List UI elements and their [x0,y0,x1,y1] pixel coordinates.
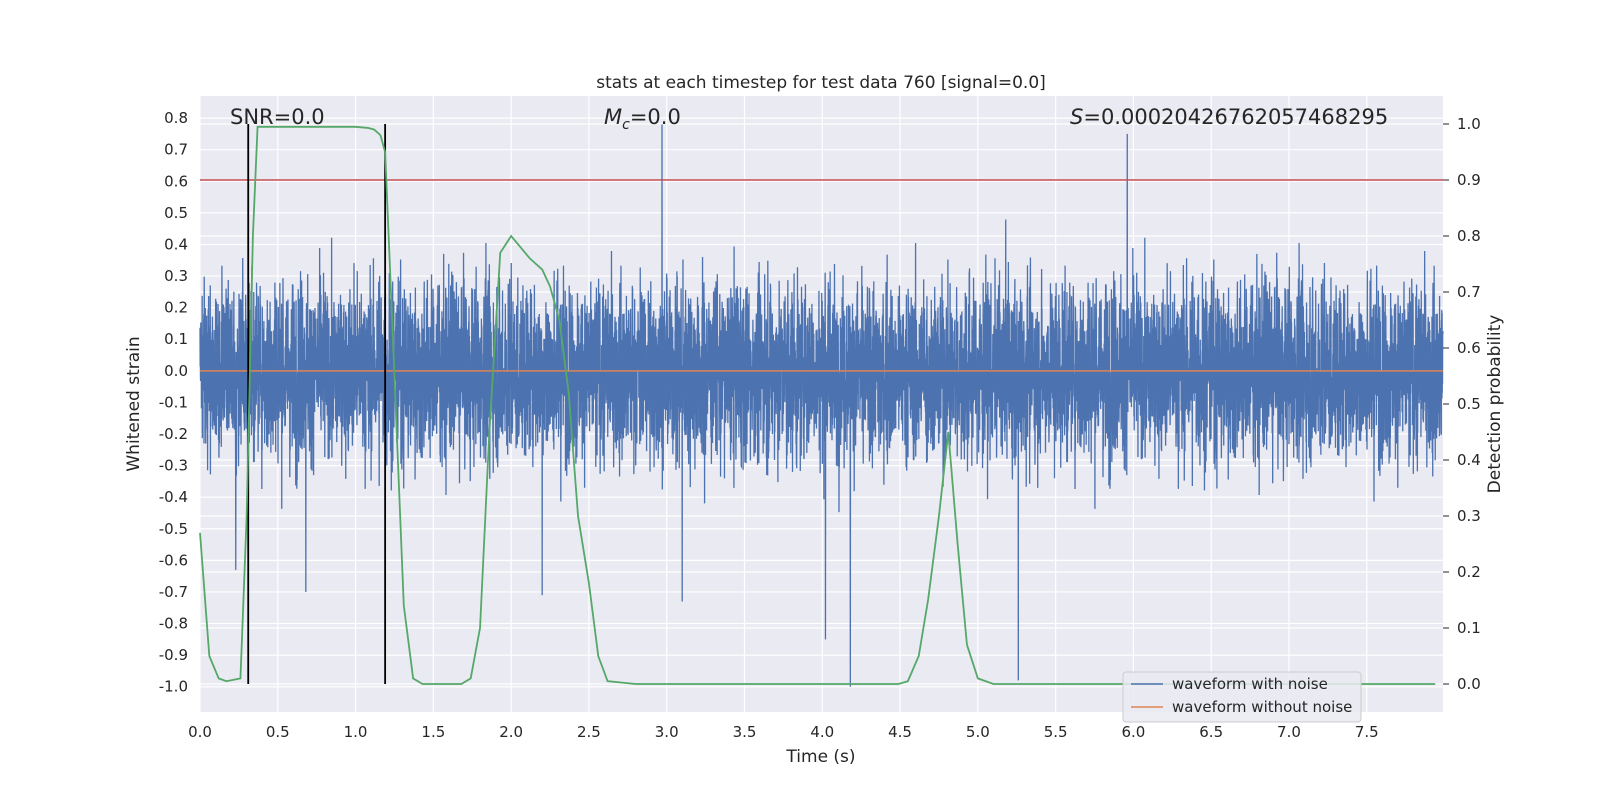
x-axis-title: Time (s) [785,747,855,767]
y2-axis-title: Detection probability [1485,315,1505,494]
y2-tick-label: 0.9 [1457,171,1481,189]
x-tick-label: 2.5 [577,723,601,741]
detection-probability-line [199,125,1436,685]
noise-series-line [199,124,1444,687]
y2-tick-label: 0.0 [1457,675,1481,693]
x-tick-label: 5.5 [1044,723,1068,741]
event-markers [247,124,387,684]
y-tick-label: 0.2 [164,299,188,317]
y2-tick-label: 0.5 [1457,395,1481,413]
y2-tick-label: 0.8 [1457,227,1481,245]
x-tick-label: 4.5 [888,723,912,741]
y-tick-label: -0.4 [159,488,188,506]
x-tick-label: 7.5 [1355,723,1379,741]
x-tick-label: 6.5 [1199,723,1223,741]
x-tick-label: 0.5 [266,723,290,741]
y2-tick-label: 0.7 [1457,283,1481,301]
y-tick-label: -0.1 [159,393,188,411]
x-tick-labels: 0.0 0.5 1.0 1.5 2.0 2.5 3.0 3.5 4.0 4.5 5.0 5.5 6.0 6… [188,723,1379,741]
legend: waveform with noise waveform without noi… [1122,671,1362,723]
mc-symbol: M [604,105,622,129]
y-tick-label: 0.1 [164,330,188,348]
mc-value: =0.0 [630,105,681,129]
y-tick-label: 0.3 [164,267,188,285]
y-tick-label: 0.5 [164,204,188,222]
y-tick-label: -0.6 [159,551,188,569]
y-tick-label: -0.2 [159,425,188,443]
y-tick-label: -0.3 [159,457,188,475]
x-tick-label: 4.0 [810,723,834,741]
x-tick-label: 3.5 [733,723,757,741]
x-tick-label: 6.0 [1121,723,1145,741]
s-value: =0.00020426762057468295 [1083,105,1388,129]
legend-label-noise: waveform with noise [1172,675,1328,693]
y2-tick-label: 0.1 [1457,619,1481,637]
x-tick-label: 0.0 [188,723,212,741]
y2-tick-label: 0.3 [1457,507,1481,525]
s-annotation: S=0.00020426762057468295 [1070,105,1388,129]
y-tick-label: 0.0 [164,362,188,380]
legend-label-clean: waveform without noise [1172,698,1352,716]
y-tick-label: -1.0 [159,678,188,696]
chirp-mass-annotation: Mc=0.0 [604,105,681,133]
y2-tick-labels: 1.0 0.9 0.8 0.7 0.6 0.5 0.4 0.3 0.2 0.1 0.0 [1443,115,1481,693]
x-tick-label: 2.0 [499,723,523,741]
y-tick-labels: 0.8 0.7 0.6 0.5 0.4 0.3 0.2 0.1 0.0 -0.1 -0.2 -0.3 -… [159,109,188,696]
y-tick-label: -0.9 [159,646,188,664]
y-tick-label: 0.6 [164,172,188,190]
y-tick-label: -0.7 [159,583,188,601]
x-tick-label: 5.0 [966,723,990,741]
y2-tick-label: 0.2 [1457,563,1481,581]
legend-box [1122,671,1362,723]
x-tick-label: 1.5 [421,723,445,741]
y-tick-label: -0.5 [159,520,188,538]
y-tick-label: 0.8 [164,109,188,127]
y-tick-label: -0.8 [159,615,188,633]
x-tick-label: 3.0 [655,723,679,741]
x-tick-label: 7.0 [1277,723,1301,741]
y2-tick-label: 1.0 [1457,115,1481,133]
s-symbol: S [1070,105,1083,129]
y-tick-label: 0.7 [164,141,188,159]
y2-tick-label: 0.6 [1457,339,1481,357]
y-tick-label: 0.4 [164,235,188,253]
chart-title: stats at each timestep for test data 760… [596,73,1046,93]
snr-annotation: SNR=0.0 [230,105,325,129]
y-axis-title: Whitened strain [124,336,144,471]
y2-tick-label: 0.4 [1457,451,1481,469]
mc-subscript: c [622,117,630,133]
x-tick-label: 1.0 [344,723,368,741]
